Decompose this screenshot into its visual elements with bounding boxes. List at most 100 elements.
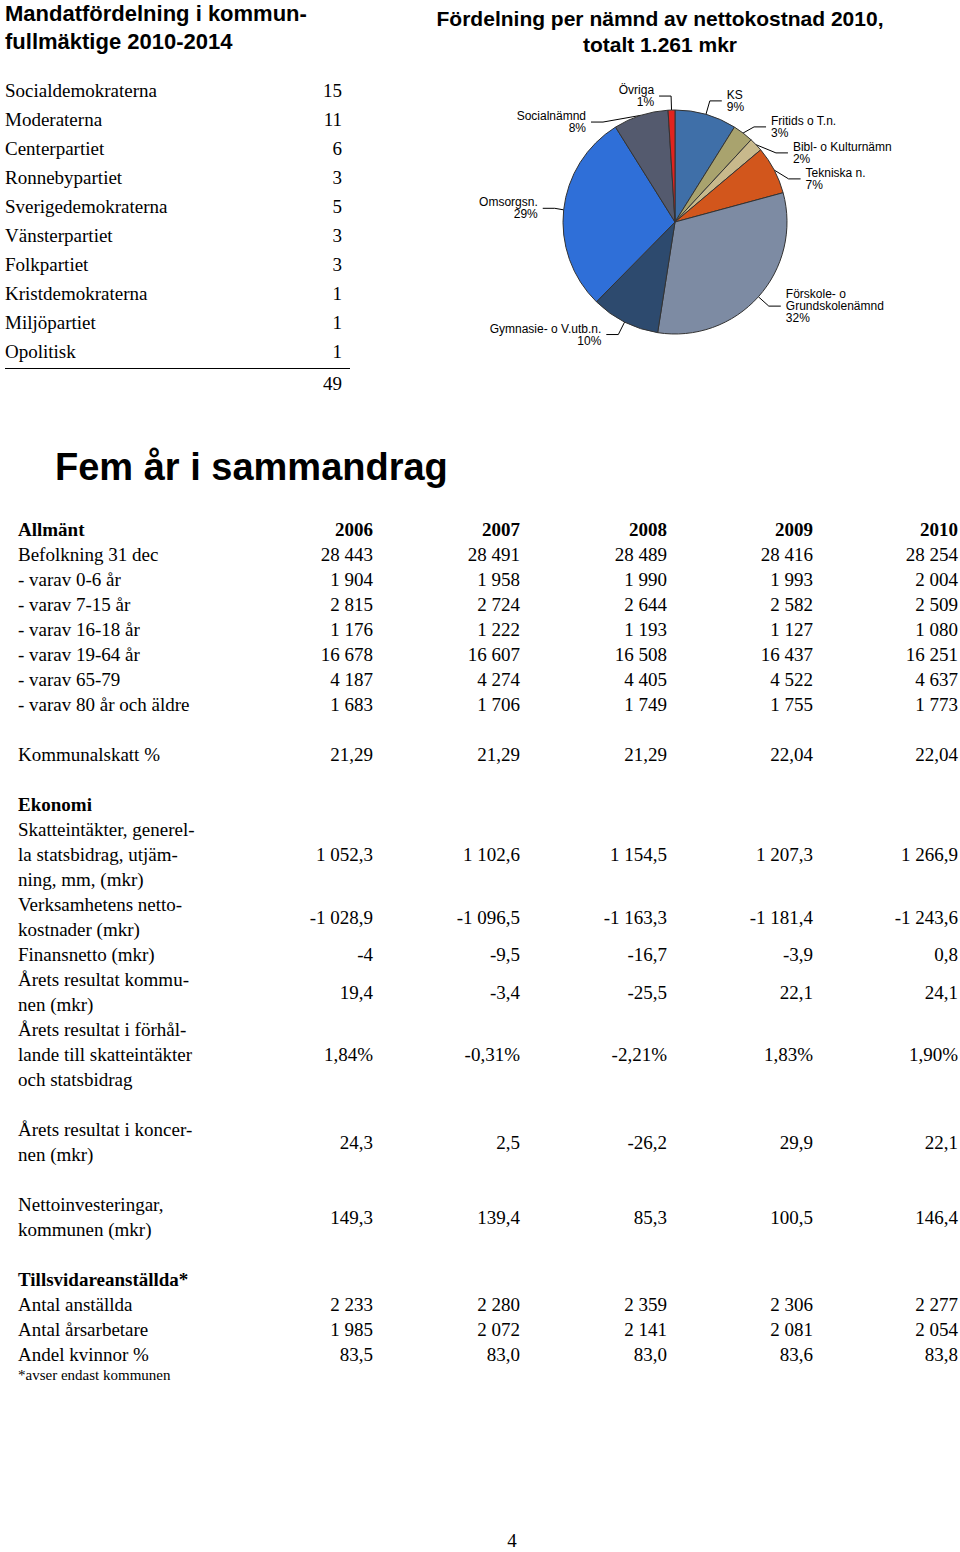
html-text:1 749: 1 749 — [624, 694, 667, 715]
html-text:Vänsterpartiet: Vänsterpartiet — [5, 225, 113, 246]
html-text:Mandatfördelning i kommun-: Mandatfördelning i kommun- — [5, 1, 307, 26]
html-text:21,29: 21,29 — [624, 744, 667, 765]
html-text:Ronnebypartiet: Ronnebypartiet — [5, 167, 123, 188]
html-text:19,4: 19,4 — [339, 981, 373, 1003]
html-text:1 080: 1 080 — [915, 619, 958, 640]
svg-text:29%: 29% — [514, 207, 538, 221]
html-text:1 993: 1 993 — [770, 569, 813, 590]
html-text:Kristdemokraterna: Kristdemokraterna — [5, 283, 148, 304]
html-text:139,4: 139,4 — [477, 1206, 520, 1228]
svg-text:3%: 3% — [771, 126, 789, 140]
html-text:29,9: 29,9 — [779, 1131, 813, 1153]
html-text:1 990: 1 990 — [624, 569, 667, 590]
svg-text:8%: 8% — [569, 121, 587, 135]
html-text:28 416: 28 416 — [760, 544, 813, 565]
html-text:2007: 2007 — [482, 519, 520, 540]
html-text:21,29: 21,29 — [330, 744, 373, 765]
html-text:1 222: 1 222 — [477, 619, 520, 640]
html-text:-1 028,9: -1 028,9 — [309, 906, 373, 928]
html-text:24,1: 24,1 — [924, 981, 958, 1003]
html-text:4 405: 4 405 — [624, 669, 667, 690]
html-text:1 755: 1 755 — [770, 694, 813, 715]
html-text:2 582: 2 582 — [770, 594, 813, 615]
html-text:Allmänt: Allmänt — [18, 519, 85, 540]
html-text:28 254: 28 254 — [905, 544, 958, 565]
html-text:4 522: 4 522 — [770, 669, 813, 690]
html-text:21,29: 21,29 — [477, 744, 520, 765]
html-text:85,3: 85,3 — [633, 1206, 667, 1228]
html-text:2 644: 2 644 — [624, 594, 667, 615]
html-text:Socialdemokraterna: Socialdemokraterna — [5, 80, 157, 101]
html-text:- varav 7-15 år: - varav 7-15 år — [18, 594, 131, 615]
html-text:2 509: 2 509 — [915, 594, 958, 615]
html-text:2,5: 2,5 — [496, 1131, 520, 1153]
html-text:Miljöpartiet: Miljöpartiet — [5, 312, 96, 333]
html-text:16 437: 16 437 — [760, 644, 813, 665]
html-text:Fem år i sammandrag: Fem år i sammandrag — [55, 446, 448, 488]
html-text:22,1: 22,1 — [779, 981, 813, 1003]
html-text:1 193: 1 193 — [624, 619, 667, 640]
html-text:Befolkning 31 dec: Befolkning 31 dec — [18, 544, 159, 565]
html-text:-1 163,3: -1 163,3 — [603, 906, 667, 928]
html-text:149,3: 149,3 — [330, 1206, 373, 1228]
html-text:2008: 2008 — [629, 519, 667, 540]
html-text:-25,5: -25,5 — [627, 981, 667, 1003]
html-text:16 678: 16 678 — [320, 644, 373, 665]
html-text:22,04: 22,04 — [770, 744, 813, 765]
html-text:4 637: 4 637 — [915, 669, 958, 690]
html-text:1 127: 1 127 — [770, 619, 813, 640]
html-text:2 815: 2 815 — [330, 594, 373, 615]
svg-text:9%: 9% — [727, 100, 745, 114]
html-text:28 489: 28 489 — [614, 544, 667, 565]
html-text:Sverigedemokraterna: Sverigedemokraterna — [5, 196, 168, 217]
html-text:1 706: 1 706 — [477, 694, 520, 715]
html-text:16 607: 16 607 — [467, 644, 520, 665]
html-text:28 443: 28 443 — [320, 544, 373, 565]
html-text:Kommunalskatt %: Kommunalskatt % — [18, 744, 160, 765]
svg-text:1%: 1% — [637, 95, 655, 109]
html-text:- varav 65-79: - varav 65-79 — [18, 669, 121, 690]
html-text:Centerpartiet: Centerpartiet — [5, 138, 105, 159]
html-text:16 251: 16 251 — [905, 644, 958, 665]
svg-text:32%: 32% — [786, 311, 810, 325]
html-text:4 187: 4 187 — [330, 669, 373, 690]
svg-text:10%: 10% — [577, 334, 601, 348]
html-text:- varav 0-6 år: - varav 0-6 år — [18, 569, 121, 590]
html-text:2010: 2010 — [920, 519, 958, 540]
html-text:Opolitisk: Opolitisk — [5, 341, 76, 362]
html-text:-3,4: -3,4 — [489, 981, 520, 1003]
html-text:Folkpartiet: Folkpartiet — [5, 254, 89, 275]
html-text:1 176: 1 176 — [330, 619, 373, 640]
html-text:2 004: 2 004 — [915, 569, 958, 590]
svg-text:7%: 7% — [806, 178, 824, 192]
html-text:-26,2: -26,2 — [627, 1131, 667, 1153]
html-text:-1 181,4: -1 181,4 — [749, 906, 813, 928]
html-text:fullmäktige 2010-2014: fullmäktige 2010-2014 — [5, 29, 233, 54]
html-text:2 724: 2 724 — [477, 594, 520, 615]
html-text:2009: 2009 — [775, 519, 813, 540]
html-text:Ekonomi: Ekonomi — [18, 794, 92, 815]
html-text:- varav 80 år och äldre: - varav 80 år och äldre — [18, 694, 190, 715]
html-text:-1 243,6: -1 243,6 — [894, 906, 958, 928]
html-text:1 958: 1 958 — [477, 569, 520, 590]
html-text:22,04: 22,04 — [915, 744, 958, 765]
svg-text:Fördelning per nämnd av nettok: Fördelning per nämnd av nettokostnad 201… — [437, 7, 884, 30]
html-text:4 274: 4 274 — [477, 669, 520, 690]
html-text:- varav 19-64 år: - varav 19-64 år — [18, 644, 140, 665]
html-text:16 508: 16 508 — [614, 644, 667, 665]
html-text:Moderaterna: Moderaterna — [5, 109, 103, 130]
html-text:1 773: 1 773 — [915, 694, 958, 715]
html-text:1 683: 1 683 — [330, 694, 373, 715]
html-text:22,1: 22,1 — [924, 1131, 958, 1153]
html-text:Skatteintäkter, generel-: Skatteintäkter, generel- — [18, 819, 195, 840]
svg-text:2%: 2% — [793, 152, 811, 166]
html-text:24,3: 24,3 — [339, 1131, 373, 1153]
html-text:1 904: 1 904 — [330, 569, 373, 590]
html-text:- varav 16-18 år: - varav 16-18 år — [18, 619, 140, 640]
html-text:2006: 2006 — [335, 519, 373, 540]
html-text:100,5: 100,5 — [770, 1206, 813, 1228]
html-text:-1 096,5: -1 096,5 — [456, 906, 520, 928]
html-text:28 491: 28 491 — [467, 544, 520, 565]
html-text:146,4: 146,4 — [915, 1206, 958, 1228]
svg-text:totalt 1.261 mkr: totalt 1.261 mkr — [583, 33, 737, 56]
